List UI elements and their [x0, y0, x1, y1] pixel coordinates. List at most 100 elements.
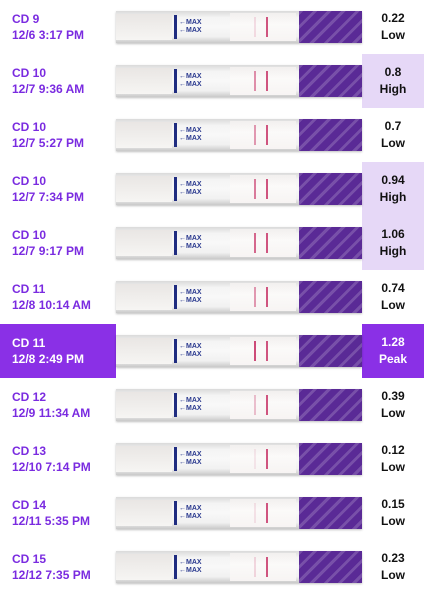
control-line [266, 503, 268, 523]
log-row[interactable]: CD 12 12/9 11:34 AM ←MAX ←MAX 0.39 Low [0, 378, 424, 432]
max-bar-mark [174, 123, 177, 147]
log-row[interactable]: CD 9 12/6 3:17 PM ←MAX ←MAX 0.22 Low [0, 0, 424, 54]
strip-container: ←MAX ←MAX [116, 0, 362, 54]
date-time: 12/7 7:34 PM [12, 190, 85, 204]
max-arrow-label: ←MAX [179, 135, 202, 142]
strip-cap [299, 389, 362, 421]
test-strip-photo: ←MAX ←MAX [116, 11, 362, 43]
strip-container: ←MAX ←MAX [116, 378, 362, 432]
max-marker: ←MAX ←MAX [174, 231, 202, 255]
control-line [266, 341, 268, 361]
reading-level: High [379, 190, 407, 204]
log-row[interactable]: CD 10 12/7 9:36 AM ←MAX ←MAX 0.8 High [0, 54, 424, 108]
date-time: 12/7 5:27 PM [12, 136, 85, 150]
cycle-day: CD 10 [12, 66, 47, 80]
max-arrow-label: ←MAX [179, 451, 202, 458]
max-arrow-label: ←MAX [179, 235, 202, 242]
date-time: 12/8 2:49 PM [12, 352, 85, 366]
test-strip-photo: ←MAX ←MAX [116, 497, 362, 529]
result-window [230, 391, 296, 419]
row-label: CD 14 12/11 5:35 PM [0, 486, 116, 540]
log-row[interactable]: CD 10 12/7 7:34 PM ←MAX ←MAX 0.94 High [0, 162, 424, 216]
max-bar-mark [174, 177, 177, 201]
max-arrow-label: ←MAX [179, 459, 202, 466]
control-line [266, 179, 268, 199]
test-line [254, 71, 256, 91]
max-bar-mark [174, 393, 177, 417]
reading-value: 0.39 [381, 389, 405, 403]
test-line [254, 125, 256, 145]
control-line [266, 17, 268, 37]
max-marker: ←MAX ←MAX [174, 555, 202, 579]
strip-absorbent-pad [116, 230, 172, 256]
strip-absorbent-pad [116, 176, 172, 202]
max-bar-mark [174, 447, 177, 471]
strip-cap [299, 119, 362, 151]
log-row[interactable]: CD 14 12/11 5:35 PM ←MAX ←MAX 0.15 Low [0, 486, 424, 540]
row-label: CD 15 12/12 7:35 PM [0, 540, 116, 594]
strip-cap [299, 11, 362, 43]
strip-container: ←MAX ←MAX [116, 486, 362, 540]
log-row[interactable]: CD 11 12/8 2:49 PM ←MAX ←MAX 1.28 Peak [0, 324, 424, 378]
max-arrow-label: ←MAX [179, 351, 202, 358]
log-row[interactable]: CD 15 12/12 7:35 PM ←MAX ←MAX 0.23 Low [0, 540, 424, 594]
strip-absorbent-pad [116, 14, 172, 40]
test-strip-photo: ←MAX ←MAX [116, 65, 362, 97]
strip-absorbent-pad [116, 338, 172, 364]
test-strip-photo: ←MAX ←MAX [116, 335, 362, 367]
reading-cell: 0.23 Low [362, 540, 424, 594]
max-marker: ←MAX ←MAX [174, 501, 202, 525]
cycle-day: CD 9 [12, 12, 40, 26]
cycle-day: CD 15 [12, 552, 47, 566]
result-window [230, 175, 296, 203]
row-label: CD 10 12/7 5:27 PM [0, 108, 116, 162]
strip-container: ←MAX ←MAX [116, 540, 362, 594]
log-row[interactable]: CD 10 12/7 9:17 PM ←MAX ←MAX 1.06 High [0, 216, 424, 270]
date-time: 12/8 10:14 AM [12, 298, 91, 312]
date-time: 12/10 7:14 PM [12, 460, 91, 474]
reading-cell: 0.7 Low [362, 108, 424, 162]
max-arrow-label: ←MAX [179, 405, 202, 412]
result-window [230, 283, 296, 311]
log-row[interactable]: CD 10 12/7 5:27 PM ←MAX ←MAX 0.7 Low [0, 108, 424, 162]
control-line [266, 557, 268, 577]
max-bar-mark [174, 501, 177, 525]
result-window [230, 499, 296, 527]
row-label: CD 12 12/9 11:34 AM [0, 378, 116, 432]
date-time: 12/7 9:17 PM [12, 244, 85, 258]
max-bar-mark [174, 285, 177, 309]
result-window [230, 337, 296, 365]
cycle-day: CD 10 [12, 174, 47, 188]
result-window [230, 13, 296, 41]
row-label: CD 9 12/6 3:17 PM [0, 0, 116, 54]
test-strip-photo: ←MAX ←MAX [116, 281, 362, 313]
row-label: CD 11 12/8 10:14 AM [0, 270, 116, 324]
reading-value: 0.15 [381, 497, 405, 511]
reading-value: 0.74 [381, 281, 405, 295]
control-line [266, 125, 268, 145]
strip-container: ←MAX ←MAX [116, 324, 362, 378]
strip-cap [299, 65, 362, 97]
max-bar-mark [174, 555, 177, 579]
reading-level: Peak [378, 352, 408, 366]
reading-value: 0.12 [381, 443, 405, 457]
control-line [266, 71, 268, 91]
max-arrow-label: ←MAX [179, 27, 202, 34]
strip-cap [299, 551, 362, 583]
reading-value: 0.22 [381, 11, 405, 25]
log-row[interactable]: CD 13 12/10 7:14 PM ←MAX ←MAX 0.12 Low [0, 432, 424, 486]
reading-value: 0.23 [381, 551, 405, 565]
reading-cell: 0.22 Low [362, 0, 424, 54]
test-line [254, 179, 256, 199]
test-strip-photo: ←MAX ←MAX [116, 551, 362, 583]
row-label: CD 10 12/7 9:17 PM [0, 216, 116, 270]
strip-container: ←MAX ←MAX [116, 162, 362, 216]
cycle-day: CD 10 [12, 120, 47, 134]
reading-level: Low [381, 568, 405, 582]
max-arrow-label: ←MAX [179, 73, 202, 80]
log-row[interactable]: CD 11 12/8 10:14 AM ←MAX ←MAX 0.74 Low [0, 270, 424, 324]
reading-value: 0.8 [384, 65, 402, 79]
test-strip-photo: ←MAX ←MAX [116, 119, 362, 151]
reading-cell: 1.06 High [362, 216, 424, 270]
reading-level: Low [381, 298, 405, 312]
